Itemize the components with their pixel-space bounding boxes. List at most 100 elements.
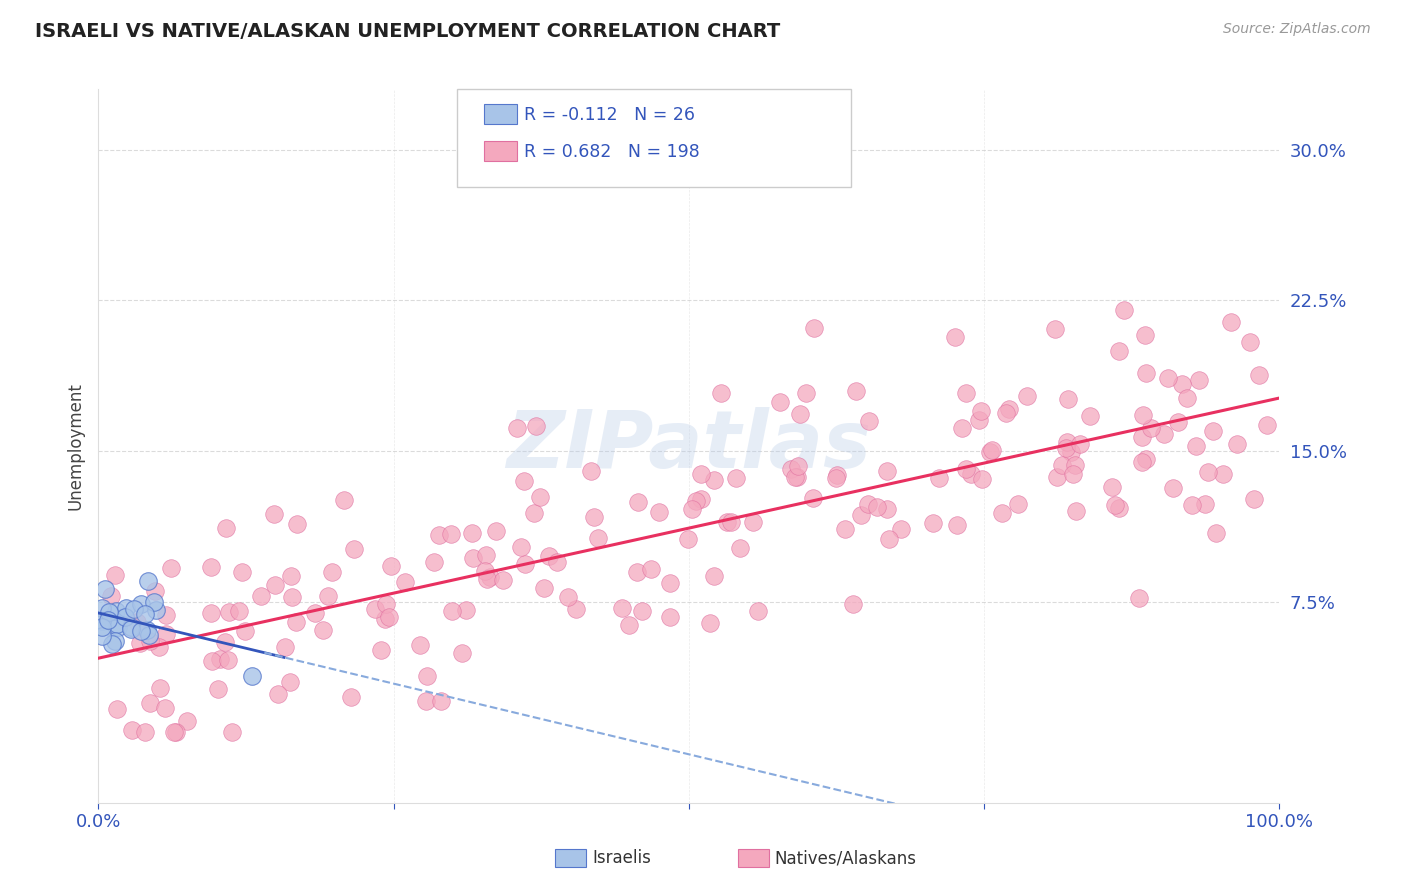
Point bbox=[786, 469, 808, 483]
Point bbox=[136, 574, 159, 588]
Point bbox=[513, 557, 536, 571]
Point bbox=[374, 612, 396, 626]
Point bbox=[114, 610, 136, 624]
Point bbox=[990, 506, 1012, 520]
Point bbox=[716, 516, 738, 530]
Point bbox=[409, 638, 432, 652]
Point bbox=[1156, 370, 1178, 384]
Point bbox=[1175, 391, 1198, 405]
Point bbox=[849, 508, 872, 522]
Point bbox=[492, 573, 515, 587]
Point bbox=[415, 694, 437, 708]
Point bbox=[91, 601, 114, 615]
Point bbox=[845, 384, 868, 399]
Point bbox=[1128, 591, 1150, 606]
Point bbox=[703, 474, 725, 488]
Point bbox=[995, 406, 1018, 420]
Point bbox=[1050, 458, 1073, 472]
Point bbox=[538, 549, 561, 563]
Point bbox=[475, 548, 498, 562]
Point bbox=[681, 501, 703, 516]
Point bbox=[856, 497, 879, 511]
Point bbox=[658, 576, 681, 591]
Point bbox=[627, 495, 650, 509]
Point bbox=[364, 602, 387, 616]
Point bbox=[728, 541, 751, 556]
Point bbox=[877, 532, 900, 546]
Point bbox=[285, 517, 308, 532]
Point bbox=[950, 421, 973, 435]
Point bbox=[1101, 480, 1123, 494]
Point bbox=[250, 589, 273, 603]
Point bbox=[93, 582, 115, 596]
Point bbox=[610, 601, 633, 615]
Point bbox=[1108, 500, 1130, 515]
Point bbox=[214, 634, 236, 648]
Point bbox=[120, 622, 142, 636]
Point bbox=[427, 527, 450, 541]
Point bbox=[876, 502, 898, 516]
Point bbox=[333, 492, 356, 507]
Point bbox=[145, 603, 167, 617]
Point bbox=[316, 589, 339, 603]
Point bbox=[741, 515, 763, 529]
Point bbox=[380, 558, 402, 573]
Point bbox=[122, 601, 145, 615]
Point bbox=[1161, 481, 1184, 495]
Point bbox=[1015, 389, 1038, 403]
Point bbox=[1194, 497, 1216, 511]
Point bbox=[626, 565, 648, 579]
Point bbox=[524, 418, 547, 433]
Point bbox=[143, 584, 166, 599]
Point bbox=[138, 628, 160, 642]
Point bbox=[207, 681, 229, 696]
Point bbox=[1132, 430, 1154, 444]
Point bbox=[689, 467, 711, 481]
Point bbox=[959, 467, 981, 482]
Point bbox=[231, 565, 253, 579]
Point bbox=[970, 472, 993, 486]
Point bbox=[370, 642, 392, 657]
Point bbox=[876, 464, 898, 478]
Point bbox=[557, 590, 579, 604]
Point bbox=[921, 516, 943, 530]
Point bbox=[1069, 437, 1091, 451]
Point bbox=[264, 578, 287, 592]
Point bbox=[143, 595, 166, 609]
Point bbox=[943, 329, 966, 343]
Point bbox=[510, 540, 533, 554]
Point bbox=[1219, 315, 1241, 329]
Point bbox=[267, 688, 290, 702]
Point bbox=[529, 491, 551, 505]
Point bbox=[1184, 439, 1206, 453]
Point bbox=[955, 386, 977, 401]
Point bbox=[454, 603, 477, 617]
Point bbox=[101, 637, 124, 651]
Point bbox=[121, 723, 143, 737]
Point bbox=[685, 494, 707, 508]
Point bbox=[1056, 434, 1078, 449]
Point bbox=[945, 518, 967, 533]
Point bbox=[208, 652, 231, 666]
Point bbox=[416, 669, 439, 683]
Point bbox=[138, 634, 160, 648]
Point bbox=[263, 507, 285, 521]
Point bbox=[201, 654, 224, 668]
Point bbox=[105, 701, 128, 715]
Point bbox=[513, 474, 536, 488]
Point bbox=[1132, 409, 1154, 423]
Point bbox=[710, 386, 733, 401]
Point bbox=[1054, 441, 1077, 455]
Point bbox=[1226, 437, 1249, 451]
Point bbox=[825, 467, 848, 482]
Point bbox=[546, 555, 568, 569]
Y-axis label: Unemployment: Unemployment bbox=[66, 382, 84, 510]
Point bbox=[858, 414, 880, 428]
Text: R = 0.682   N = 198: R = 0.682 N = 198 bbox=[524, 143, 700, 161]
Point bbox=[217, 653, 239, 667]
Point bbox=[200, 606, 222, 620]
Point bbox=[1064, 458, 1087, 472]
Point bbox=[440, 604, 463, 618]
Point bbox=[233, 624, 256, 638]
Point bbox=[451, 647, 474, 661]
